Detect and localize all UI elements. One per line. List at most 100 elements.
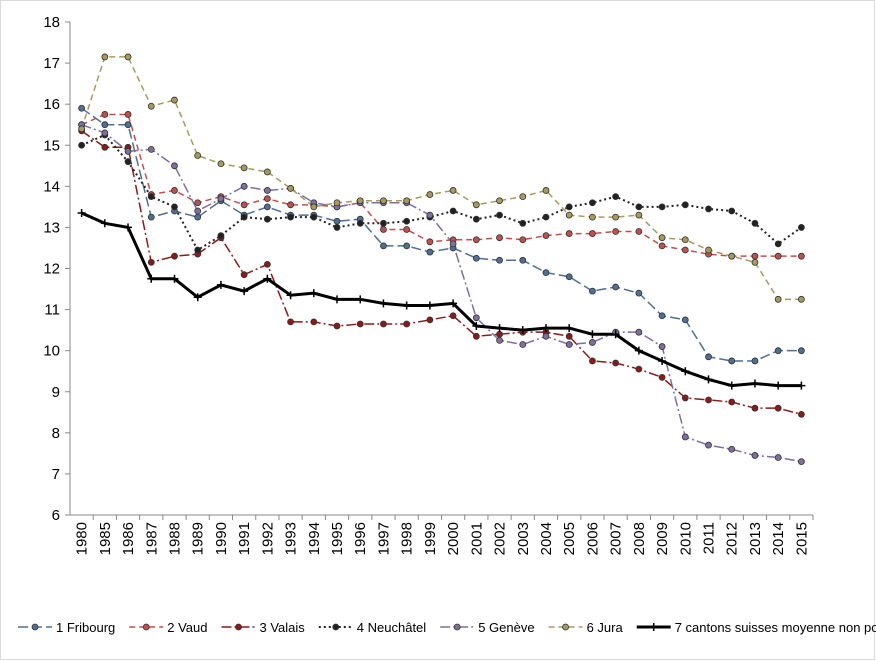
x-tick-label: 1997: [375, 522, 392, 555]
legend-item: 6 Jura: [548, 620, 623, 635]
point: [681, 236, 689, 244]
point: [263, 168, 271, 176]
x-tick-label: 1996: [352, 522, 369, 555]
point: [681, 394, 689, 402]
point: [380, 197, 387, 205]
point: [797, 224, 805, 231]
point: [240, 164, 248, 172]
point: [426, 211, 434, 219]
point: [774, 252, 782, 260]
legend-marker: [31, 623, 39, 631]
point: [147, 274, 156, 283]
point: [705, 246, 712, 254]
point: [77, 209, 86, 218]
legend-item: 4 Neuchâtel: [318, 620, 426, 635]
point: [496, 197, 503, 205]
point: [519, 256, 527, 264]
point: [774, 454, 782, 461]
y-tick-label: 6: [52, 507, 60, 524]
point: [635, 328, 643, 336]
point: [774, 404, 782, 412]
point: [426, 248, 434, 256]
point: [751, 452, 759, 459]
point: [472, 332, 480, 340]
point: [705, 353, 712, 361]
point: [774, 347, 782, 355]
point: [216, 280, 225, 289]
legend-marker: [332, 623, 340, 631]
legend-label: 5 Genève: [478, 620, 534, 635]
point: [100, 219, 109, 228]
point: [519, 236, 527, 244]
x-tick-label: 2013: [747, 522, 764, 555]
point: [519, 219, 527, 227]
point: [728, 445, 736, 453]
y-tick-label: 10: [43, 343, 60, 360]
point: [658, 343, 666, 350]
legend-marker: [453, 623, 461, 631]
point: [797, 458, 805, 465]
point: [333, 224, 341, 231]
legend-marker: [142, 623, 150, 631]
point: [658, 234, 666, 242]
legend-marker: [649, 623, 658, 631]
point: [728, 207, 736, 215]
point: [124, 223, 133, 232]
x-tick-label: 1993: [283, 522, 300, 555]
point: [403, 226, 411, 233]
point: [380, 320, 387, 328]
point: [380, 242, 387, 250]
y-tick-label: 8: [52, 425, 60, 442]
point: [333, 217, 341, 225]
point: [194, 152, 202, 159]
series-line: [81, 107, 802, 362]
point: [147, 258, 155, 266]
point: [728, 252, 736, 260]
x-tick-label: 1995: [329, 522, 346, 555]
point: [101, 121, 109, 129]
point: [147, 213, 155, 221]
point: [658, 373, 666, 381]
point: [263, 260, 271, 268]
point: [333, 322, 341, 330]
y-tick-label: 14: [43, 178, 60, 195]
point: [774, 381, 783, 390]
x-tick-label: 1989: [190, 522, 207, 555]
point: [797, 381, 806, 390]
point: [472, 254, 480, 262]
point: [751, 258, 759, 266]
point: [635, 365, 643, 373]
point: [472, 322, 481, 331]
point: [797, 347, 805, 355]
point: [565, 341, 573, 348]
point: [403, 217, 411, 225]
point: [147, 102, 155, 110]
point: [495, 324, 504, 333]
legend-label: 7 cantons suisses moyenne non pondérée: [675, 620, 876, 635]
legend-label: 3 Valais: [260, 620, 306, 635]
point: [589, 213, 596, 221]
x-tick-label: 2006: [584, 522, 601, 555]
y-tick-label: 15: [43, 137, 60, 154]
point: [612, 193, 620, 201]
series-line: [81, 133, 802, 252]
point: [124, 158, 132, 166]
point: [217, 195, 225, 203]
point: [750, 379, 759, 388]
legend-item: 2 Vaud: [129, 620, 208, 635]
point: [333, 199, 341, 207]
point: [449, 312, 457, 320]
y-tick-label: 7: [52, 466, 60, 483]
point: [797, 295, 805, 303]
point: [705, 396, 712, 404]
point: [78, 125, 86, 133]
point: [287, 318, 294, 326]
point: [751, 252, 759, 260]
legend-marker: [235, 623, 242, 631]
point: [542, 332, 550, 340]
point: [287, 213, 294, 221]
point: [194, 213, 202, 221]
point: [217, 232, 225, 240]
